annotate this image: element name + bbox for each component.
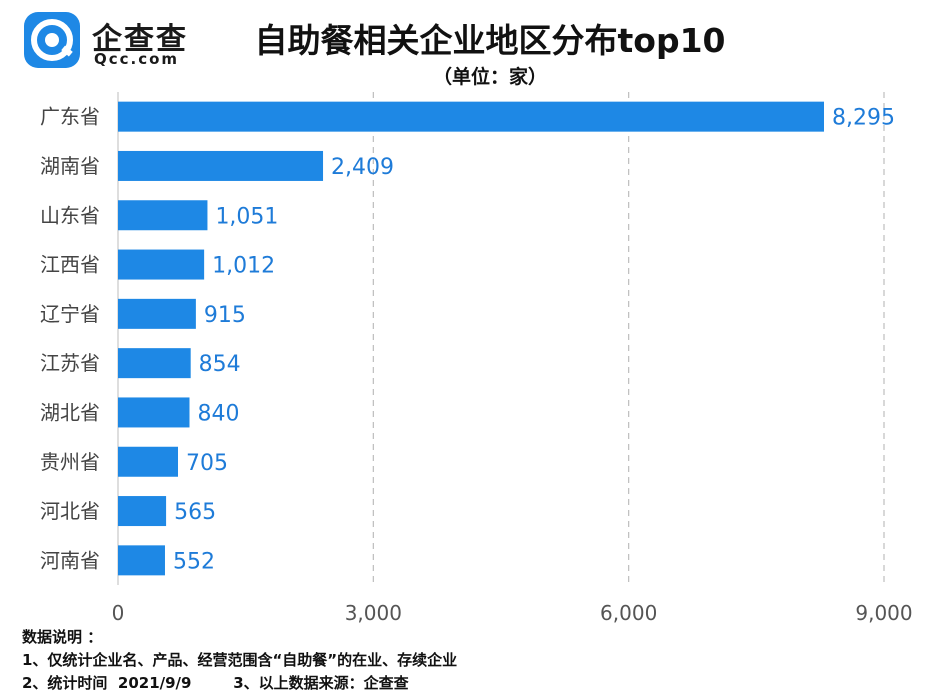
x-tick-label: 3,000 <box>345 601 402 625</box>
value-label: 840 <box>197 401 239 426</box>
value-label: 8,295 <box>832 106 895 131</box>
value-label: 2,409 <box>331 155 394 180</box>
value-label: 552 <box>173 549 215 574</box>
bar <box>118 446 179 477</box>
x-tick-label: 6,000 <box>600 601 657 625</box>
notes-heading: 数据说明 ： <box>22 628 103 646</box>
bar <box>118 397 190 428</box>
x-tick-label: 0 <box>112 601 125 625</box>
qcc-logo-icon <box>24 12 80 68</box>
category-label: 湖北省 <box>40 400 100 424</box>
category-label: 湖南省 <box>40 154 100 178</box>
bar <box>118 348 191 379</box>
qcc-logo: 企查查 Qcc.com <box>22 10 192 70</box>
category-label: 江苏省 <box>40 351 100 375</box>
value-label: 1,051 <box>215 204 278 229</box>
value-label: 1,012 <box>212 254 275 279</box>
category-label: 贵州省 <box>40 450 100 474</box>
bar <box>118 200 208 231</box>
bar <box>118 496 167 527</box>
bar <box>118 150 324 181</box>
bar <box>118 249 205 280</box>
category-label: 广东省 <box>40 105 100 129</box>
value-label: 565 <box>174 500 216 525</box>
category-label: 山东省 <box>40 203 100 227</box>
bar <box>118 101 824 132</box>
notes-line-1: 1、仅统计企业名、产品、经营范围含“自助餐”的在业、存续企业 <box>22 651 458 669</box>
category-label: 江西省 <box>40 253 100 277</box>
bar <box>118 545 165 576</box>
value-label: 915 <box>204 303 246 328</box>
value-label: 854 <box>199 352 241 377</box>
logo-domain: Qcc.com <box>94 50 180 68</box>
value-label: 705 <box>186 451 228 476</box>
category-label: 辽宁省 <box>40 302 100 326</box>
chart-title: 自助餐相关企业地区分布top10 <box>254 21 726 60</box>
logo-name: 企查查 <box>92 22 188 57</box>
category-label: 河北省 <box>40 499 100 523</box>
chart-unit: （单位：家） <box>432 66 547 88</box>
x-tick-label: 9,000 <box>855 601 912 625</box>
bar <box>118 298 196 329</box>
category-label: 河南省 <box>40 548 100 572</box>
notes-line-2: 2、统计时间 2021/9/9 3、以上数据来源：企查查 <box>22 674 409 692</box>
